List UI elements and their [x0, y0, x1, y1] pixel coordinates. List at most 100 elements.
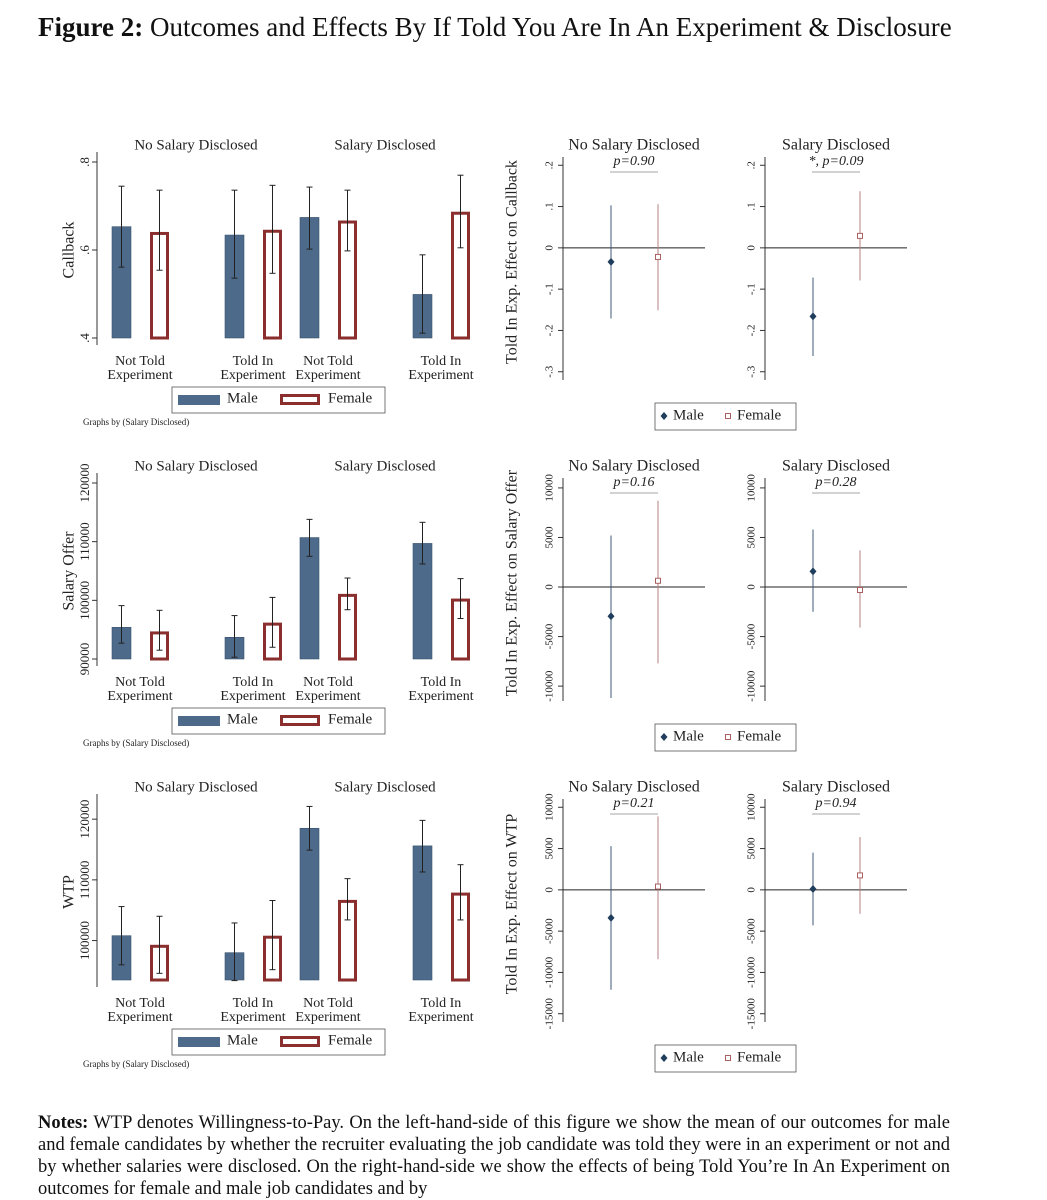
y-tick-label: 120000	[77, 464, 92, 503]
y-tick-label: -.2	[544, 324, 556, 336]
y-tick-label: -15000	[746, 998, 758, 1030]
point	[655, 883, 661, 890]
x-tick-label: Experiment	[107, 1010, 172, 1025]
y-tick-label: -.3	[746, 365, 758, 377]
p-value-label: p=0.28	[815, 475, 857, 490]
panel-title: Salary Disclosed	[782, 458, 890, 475]
y-tick-label: 0	[746, 245, 758, 251]
panel-title: No Salary Disclosed	[134, 458, 258, 474]
legend-marker	[725, 734, 731, 740]
y-tick-label: -10000	[746, 956, 758, 988]
x-tick-label: Experiment	[295, 689, 360, 704]
y-tick-label: 10000	[746, 474, 758, 502]
x-tick-label: Told In	[421, 675, 462, 690]
panel-title: Salary Disclosed	[334, 458, 436, 474]
figure-title: Figure 2: Outcomes and Effects By If Tol…	[38, 10, 953, 44]
legend-marker	[660, 412, 668, 420]
x-tick-label: Not Told	[303, 675, 353, 690]
y-tick-label: 0	[544, 584, 556, 590]
legend-label: Female	[737, 728, 781, 744]
y-tick-label: 0	[544, 245, 556, 251]
y-tick-label: -.2	[746, 324, 758, 336]
legend-swatch	[280, 1036, 320, 1047]
y-tick-label: .1	[746, 202, 758, 210]
y-tick-label: -.3	[544, 365, 556, 377]
legend-label: Female	[328, 390, 372, 406]
legend-label: Female	[737, 407, 781, 423]
legend-label: Male	[673, 728, 704, 744]
point	[809, 885, 817, 894]
figure-label: Figure 2:	[38, 12, 144, 42]
p-value-label: p=0.16	[613, 475, 655, 490]
p-value-label: p=0.21	[613, 796, 655, 811]
y-tick-label: -10000	[746, 670, 758, 702]
x-tick-label: Not Told	[115, 675, 165, 690]
notes-label: Notes:	[38, 1113, 89, 1133]
legend-swatch	[280, 394, 320, 405]
panel-title: No Salary Disclosed	[568, 137, 700, 154]
y-tick-label: .4	[77, 333, 92, 343]
legend-marker	[660, 733, 668, 741]
notes: Notes: WTP denotes Willingness-to-Pay. O…	[38, 1112, 950, 1200]
y-tick-label: .8	[77, 157, 92, 167]
panel-title: Salary Disclosed	[334, 779, 436, 795]
legend-marker	[725, 413, 731, 419]
y-tick-label: -10000	[544, 956, 556, 988]
y-axis-title: Callback	[61, 222, 78, 279]
y-tick-label: 10000	[746, 793, 758, 821]
y-axis-title: Salary Offer	[61, 531, 78, 611]
x-tick-label: Told In	[421, 354, 462, 369]
x-tick-label: Experiment	[295, 1010, 360, 1025]
p-value-label: p=0.90	[613, 154, 655, 169]
x-tick-label: Experiment	[107, 689, 172, 704]
x-tick-label: Told In	[233, 996, 274, 1011]
x-tick-label: Experiment	[295, 368, 360, 383]
y-tick-label: -5000	[544, 623, 556, 649]
legend-label: Female	[328, 1032, 372, 1048]
panel-title: No Salary Disclosed	[568, 779, 700, 796]
legend-swatch	[178, 1037, 220, 1047]
x-tick-label: Experiment	[107, 368, 172, 383]
legend-label: Male	[673, 1049, 704, 1065]
y-tick-label: 10000	[544, 793, 556, 821]
legend-swatch	[280, 715, 320, 726]
point	[857, 872, 863, 879]
y-tick-label: .1	[544, 202, 556, 210]
x-tick-label: Not Told	[303, 996, 353, 1011]
y-tick-label: -5000	[746, 623, 758, 649]
y-axis-title: Told In Exp. Effect on WTP	[504, 814, 521, 995]
point	[857, 232, 863, 239]
title-text: Outcomes and Effects By If Told You Are …	[149, 12, 952, 42]
point	[655, 253, 661, 260]
p-value-label: *, p=0.09	[809, 154, 864, 169]
y-tick-label: -5000	[544, 918, 556, 944]
point	[857, 586, 863, 593]
x-tick-label: Experiment	[408, 1010, 473, 1025]
point	[809, 567, 817, 576]
y-tick-label: .2	[544, 161, 556, 169]
x-tick-label: Experiment	[408, 368, 473, 383]
legend-label: Male	[227, 390, 258, 406]
x-tick-label: Told In	[421, 996, 462, 1011]
y-tick-label: 90000	[77, 643, 92, 676]
y-tick-label: -10000	[544, 670, 556, 702]
legend-marker	[660, 1054, 668, 1062]
graph-note: Graphs by (Salary Disclosed)	[83, 1059, 189, 1069]
legend-label: Female	[737, 1049, 781, 1065]
panel-title: Salary Disclosed	[782, 779, 890, 796]
panel-title: No Salary Disclosed	[134, 137, 258, 153]
y-tick-label: .6	[77, 245, 92, 255]
panel-title: No Salary Disclosed	[134, 779, 258, 795]
y-tick-label: 100000	[77, 921, 92, 960]
graph-note: Graphs by (Salary Disclosed)	[83, 417, 189, 427]
legend-label: Male	[227, 711, 258, 727]
y-tick-label: -5000	[746, 918, 758, 944]
y-axis-title: Told In Exp. Effect on Callback	[504, 160, 521, 364]
y-axis-title: WTP	[61, 875, 78, 909]
figure: .4 .6 .8 Callback No Salary Disclosed Salary …	[61, 137, 907, 1073]
y-tick-label: .2	[746, 161, 758, 169]
x-tick-label: Not Told	[303, 354, 353, 369]
panel-title: Salary Disclosed	[334, 137, 436, 153]
y-tick-label: 5000	[746, 837, 758, 860]
